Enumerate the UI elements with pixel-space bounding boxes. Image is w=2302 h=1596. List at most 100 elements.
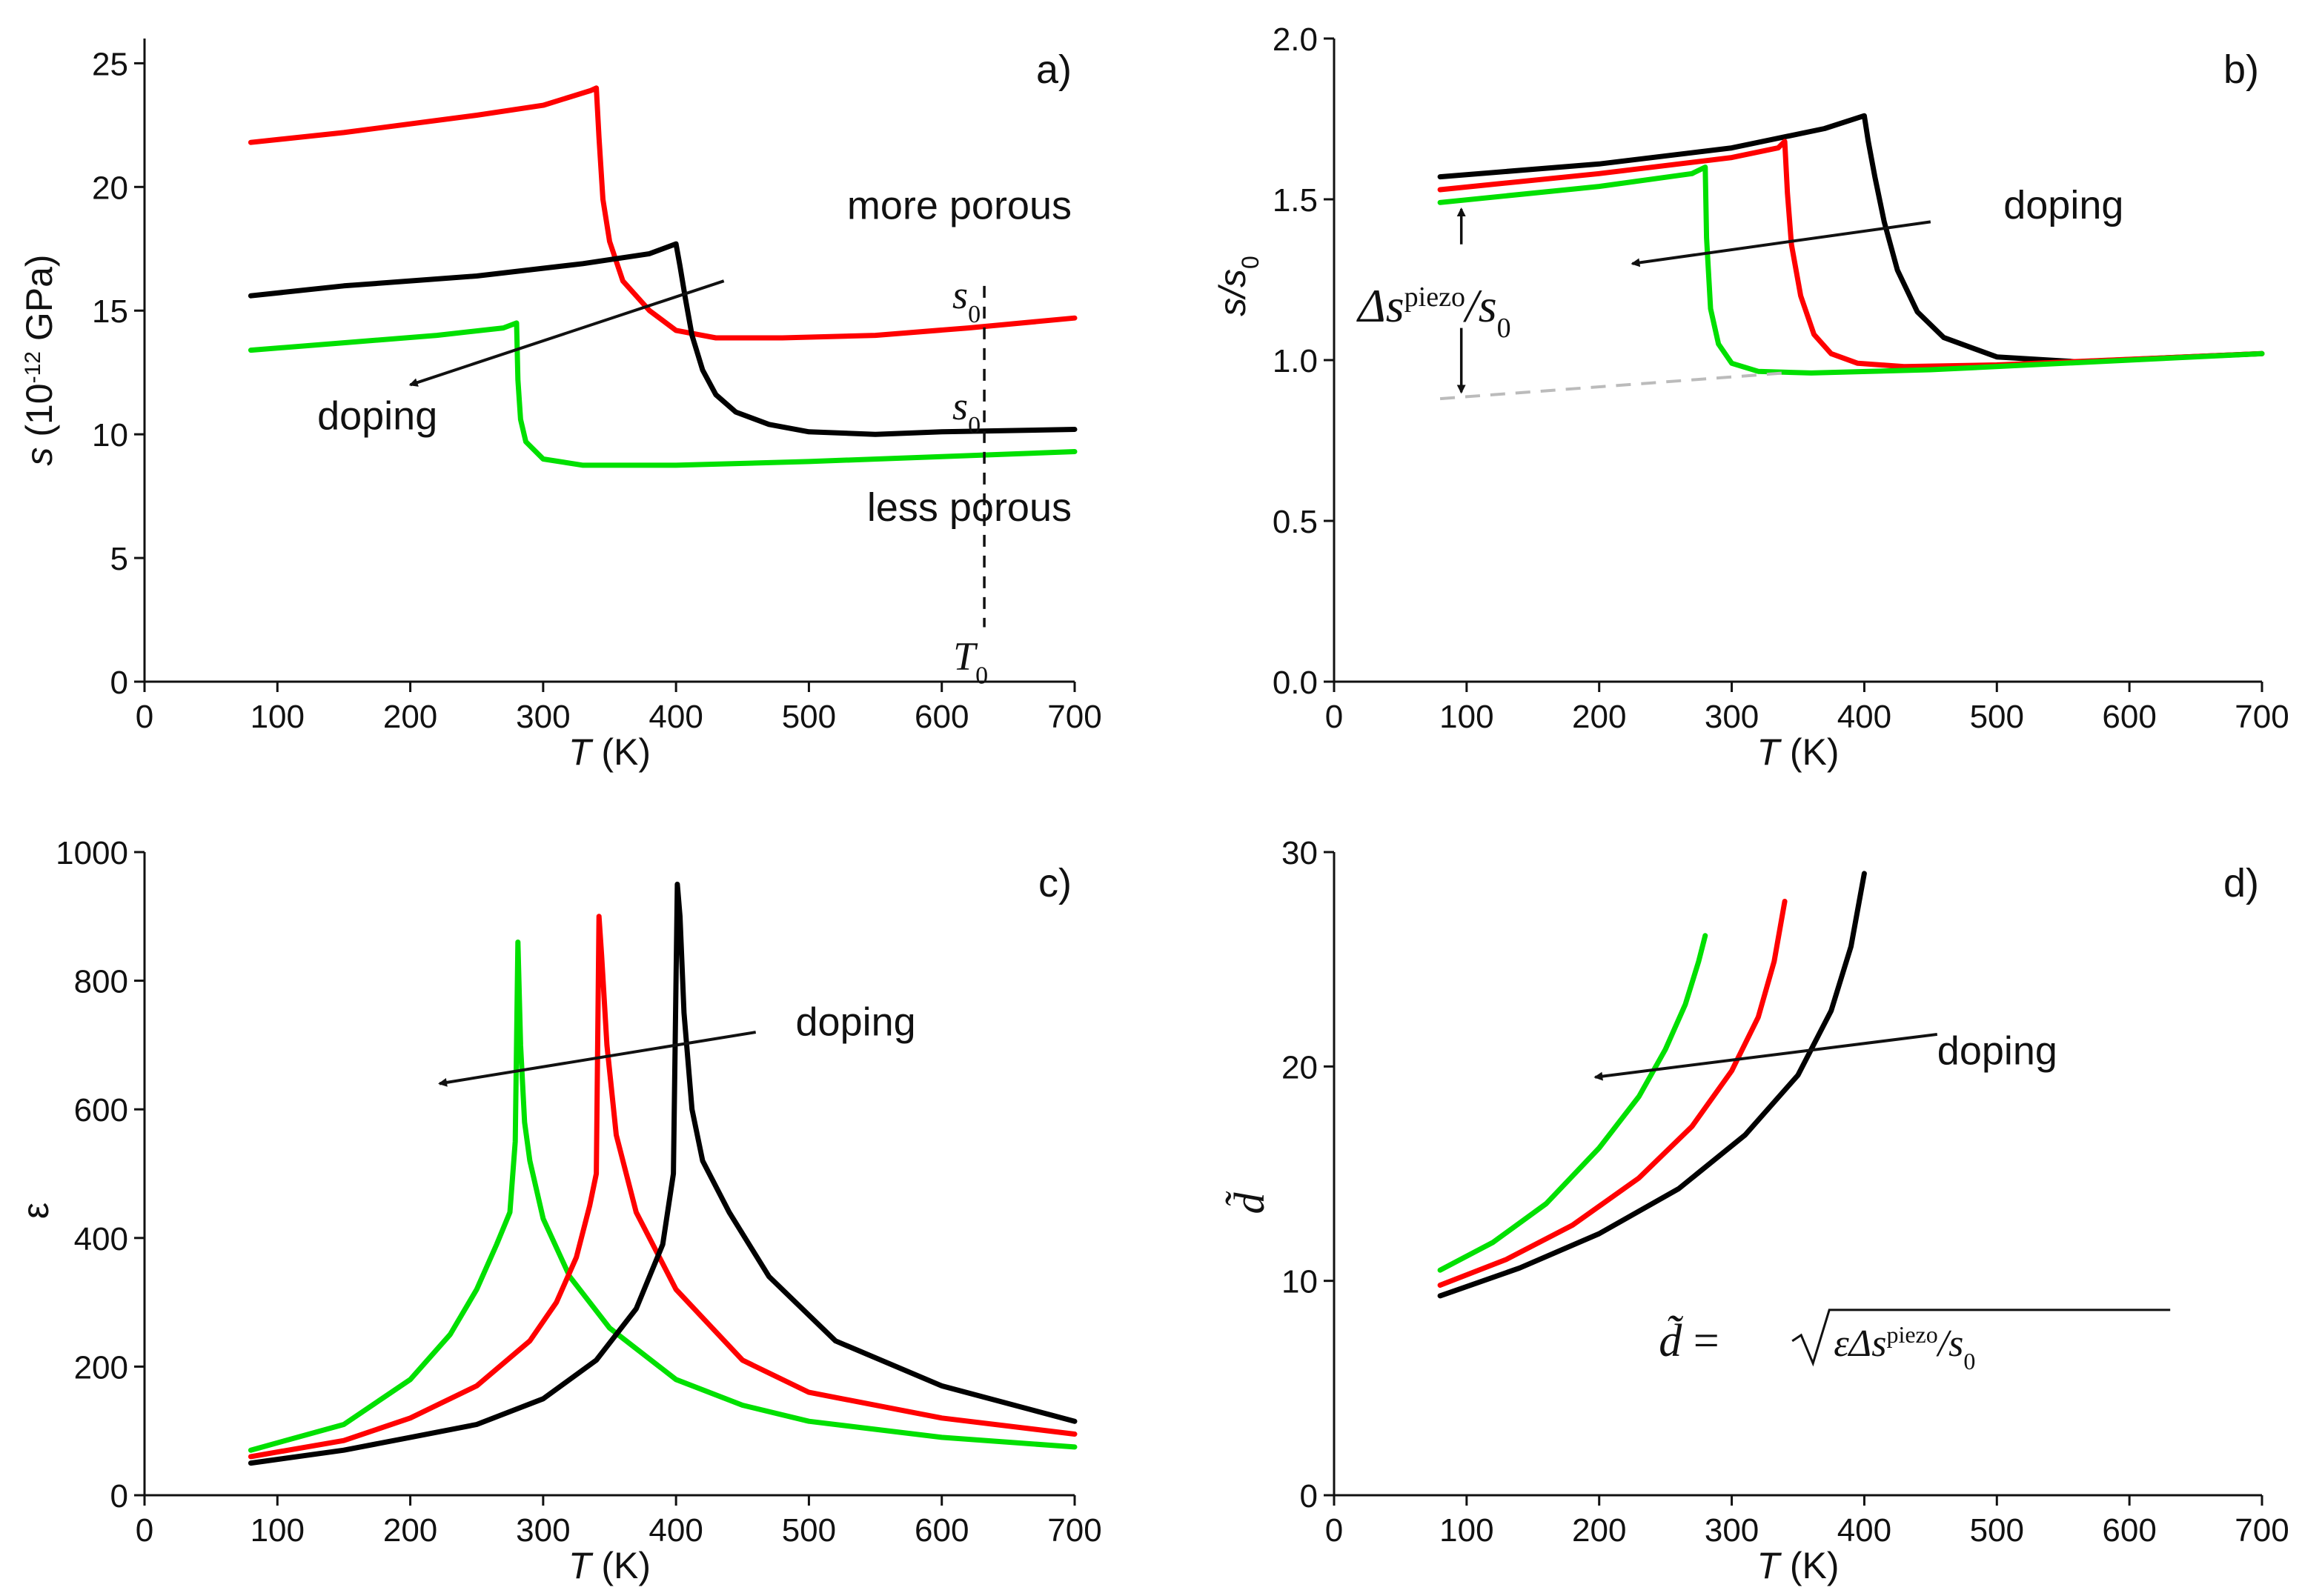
x-tick-label: 600 (915, 1512, 969, 1549)
y-tick-label: 10 (92, 417, 128, 453)
y-tick-label: 20 (92, 170, 128, 206)
x-tick-label: 600 (915, 699, 969, 735)
y-tick-label: 20 (1281, 1049, 1318, 1085)
series-line-3 (1437, 871, 1867, 1299)
x-tick-label: 200 (383, 699, 437, 735)
x-tick-label: 200 (383, 1512, 437, 1549)
over-s: /s (1463, 279, 1497, 332)
y-axis-label-unit: (10 (19, 383, 60, 447)
x-tick-label: 600 (2102, 699, 2156, 735)
more-porous-label: more porous (847, 184, 1072, 228)
x-tick-label: 400 (1837, 699, 1891, 735)
series-line-1 (248, 940, 1078, 1453)
series-line-1 (1437, 933, 1708, 1273)
delta-s: Δs (1356, 279, 1404, 332)
chart-panel-4: 0 100 200 300 400 500 600 700 0 10 20 30 T (K) d) d̃ do… (1225, 835, 2289, 1586)
x-axis-label-var: T (568, 731, 594, 773)
x-axis-label: T (K) (568, 1545, 651, 1586)
s0-var: s (952, 273, 968, 317)
formula-over-s: /s (1936, 1323, 1964, 1365)
formula-sub: 0 (1963, 1348, 1975, 1374)
x-tick-label: 100 (251, 699, 305, 735)
y-tick-label: 0.0 (1273, 665, 1318, 701)
x-tick-label: 400 (1837, 1512, 1891, 1549)
delta-s-piezo-label: Δspiezo/s0 (1356, 279, 1510, 344)
x-axis-label-unit: (K) (591, 731, 651, 773)
x-tick-label: 700 (1047, 699, 1101, 735)
x-axis-label-var: T (1757, 1545, 1782, 1586)
doping-label: doping (2003, 183, 2123, 227)
panel-label: c) (1038, 861, 1072, 905)
y-axis-label-exp: -12 (21, 351, 45, 383)
y-tick-label: 25 (92, 46, 128, 82)
x-axis-label-var: T (1757, 731, 1782, 773)
panel-label: d) (2223, 861, 2259, 905)
x-tick-label: 0 (136, 699, 153, 735)
T0-sub: 0 (975, 662, 988, 689)
x-tick-label: 400 (649, 699, 703, 735)
x-tick-label: 200 (1572, 699, 1626, 735)
formula-lhs: d̃ = (1659, 1315, 1719, 1366)
panel-label: a) (1036, 47, 1072, 92)
x-tick-label: 100 (1439, 699, 1493, 735)
x-axis-label-unit: (K) (1779, 731, 1840, 773)
y-tick-label: 0 (110, 1478, 128, 1514)
x-tick-label: 500 (1970, 1512, 2024, 1549)
y-axis-label: s (10-12 GPa) (19, 254, 60, 465)
x-tick-label: 0 (136, 1512, 153, 1549)
T0-var: T (953, 634, 978, 678)
y-tick-label: 1.0 (1273, 343, 1318, 379)
series-line-2 (1437, 139, 2265, 370)
formula-rhs: εΔspiezo/s0 (1834, 1321, 1975, 1374)
x-tick-label: 500 (1970, 699, 2024, 735)
x-tick-label: 300 (516, 699, 570, 735)
baseline-dashed (1439, 371, 1785, 401)
y-axis-label: d̃ (1225, 1191, 1273, 1214)
chart-panel-2: 0 100 200 300 400 500 600 700 0.0 0.5 1.0 1.5 2.0 T (… (1212, 21, 2289, 773)
sqrt-sign (1791, 1309, 2171, 1367)
y-axis-label: s/s0 (1212, 256, 1264, 316)
y-tick-label: 600 (74, 1092, 128, 1128)
y-tick-label: 2.0 (1273, 21, 1318, 58)
x-axis-label-unit: (K) (1779, 1545, 1840, 1586)
doping-arrow (438, 1031, 757, 1087)
less-porous-label: less porous (867, 485, 1072, 530)
s0-sub: 0 (1497, 313, 1511, 344)
series-line-3 (248, 320, 1078, 468)
y-tick-label: 1000 (56, 835, 128, 871)
y-tick-label: 0 (1300, 1478, 1318, 1514)
s0-label-upper: s0 (952, 273, 981, 328)
y-axis-label-var: s/s (1212, 269, 1253, 316)
y-axis-label-unit-tail: GPa) (19, 254, 60, 351)
panel-label: b) (2223, 47, 2259, 92)
x-tick-label: 700 (1047, 1512, 1101, 1549)
y-axis-label-sub: 0 (1237, 256, 1264, 269)
doping-label: doping (317, 393, 437, 438)
formula-d: d̃ (1659, 1315, 1683, 1366)
series-line-1 (1437, 113, 2265, 365)
series-line-2 (1437, 899, 1788, 1288)
s0-var: s (952, 384, 968, 428)
x-axis-label-unit: (K) (591, 1545, 651, 1586)
x-tick-label: 500 (782, 699, 836, 735)
series-line-3 (248, 881, 1078, 1466)
chart-panel-1: 0 100 200 300 400 500 600 700 0 5 10 15 20 25 T (K) a) s… (19, 39, 1102, 773)
series-line-1 (248, 85, 1078, 341)
series-line-2 (248, 914, 1078, 1460)
y-tick-label: 5 (110, 541, 128, 577)
x-tick-label: 200 (1572, 1512, 1626, 1549)
x-tick-label: 100 (251, 1512, 305, 1549)
y-tick-label: 200 (74, 1349, 128, 1386)
x-tick-label: 100 (1439, 1512, 1493, 1549)
T0-label: T0 (953, 634, 988, 689)
x-axis-label-var: T (568, 1545, 594, 1586)
x-tick-label: 0 (1325, 699, 1343, 735)
x-tick-label: 300 (1705, 699, 1759, 735)
doping-label: doping (796, 1000, 916, 1044)
y-axis-label-var: s (19, 448, 60, 466)
formula-piezo: piezo (1886, 1321, 1937, 1348)
series-line-2 (248, 241, 1078, 437)
y-tick-label: 10 (1281, 1264, 1318, 1300)
y-tick-label: 1.5 (1273, 182, 1318, 219)
